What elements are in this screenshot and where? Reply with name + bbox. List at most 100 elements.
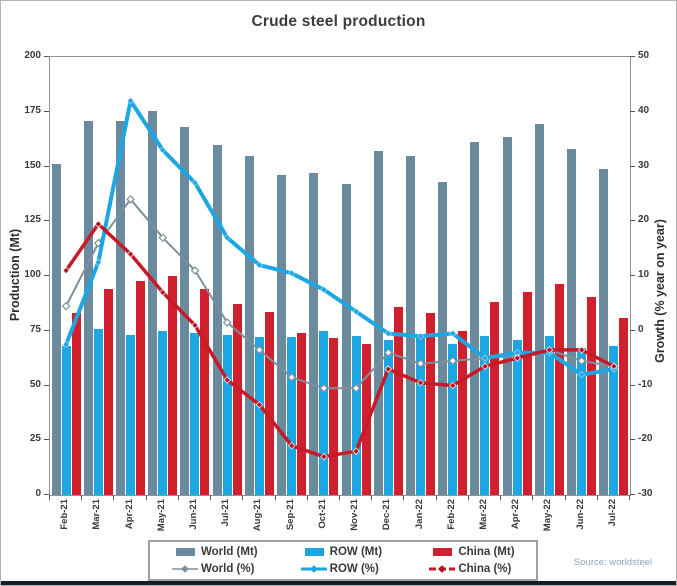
bar-row-mt-jul-22 — [609, 346, 619, 495]
y-right-tick — [630, 439, 635, 440]
bar-group-oct-21 — [308, 57, 340, 495]
legend-bar-swatch-icon — [304, 547, 324, 556]
bottom-strip — [1, 581, 676, 585]
x-tick — [210, 495, 211, 500]
source-note: Source: worldsteel — [573, 557, 653, 568]
x-tick-label-mar-22: Mar-22 — [478, 499, 489, 530]
line-world — [65, 198, 615, 390]
y-left-tick — [44, 220, 49, 221]
y-right-tick — [630, 220, 635, 221]
legend-bar-swatch-icon — [176, 547, 195, 556]
bar-china-mt-mar-22 — [490, 302, 500, 495]
y-right-tick-label: 30 — [638, 160, 650, 171]
x-tick — [565, 495, 566, 500]
bar-row-mt-mar-21 — [93, 328, 103, 495]
bar-group-mar-22 — [469, 57, 501, 495]
bar-world-mt-mar-22 — [470, 142, 480, 495]
x-tick — [49, 495, 50, 500]
bar-row-mt-jun-21 — [190, 332, 200, 495]
y-right-tick — [630, 494, 635, 495]
x-tick — [113, 495, 114, 500]
x-tick — [146, 495, 147, 500]
y-right-tick-label: -20 — [638, 433, 653, 444]
legend-label: China (Mt) — [458, 545, 515, 558]
x-tick-label-apr-22: Apr-22 — [510, 499, 521, 530]
legend-item-row-mt: ROW (Mt) — [279, 546, 408, 558]
bar-china-mt-feb-22 — [458, 330, 468, 495]
y-left-tick-label: 50 — [29, 379, 41, 390]
legend-item-world: World (%) — [150, 563, 279, 575]
bar-group-apr-22 — [501, 57, 533, 495]
bar-china-mt-jul-21 — [232, 304, 242, 495]
bar-china-mt-sep-21 — [297, 332, 307, 495]
bar-china-mt-oct-21 — [329, 338, 339, 495]
legend-item-china: China (%) — [407, 563, 536, 575]
x-tick-label-nov-21: Nov-21 — [349, 499, 360, 531]
x-tick-label-mar-21: Mar-21 — [91, 499, 102, 530]
bar-group-jan-22 — [404, 57, 436, 495]
x-tick — [436, 495, 437, 500]
x-tick — [500, 495, 501, 500]
y-right-tick — [630, 275, 635, 276]
x-tick — [178, 495, 179, 500]
y-right-tick-label: 10 — [638, 269, 650, 280]
legend-label: ROW (%) — [329, 563, 379, 576]
y-left-tick — [44, 56, 49, 57]
bar-world-mt-sep-21 — [277, 175, 287, 495]
bar-china-mt-jan-22 — [426, 313, 436, 495]
bar-world-mt-jul-22 — [599, 168, 609, 495]
markers-row — [62, 97, 618, 379]
legend-item-china-mt: China (Mt) — [407, 546, 536, 558]
x-tick-label-may-22: May-22 — [542, 499, 553, 532]
x-tick — [532, 495, 533, 500]
bar-group-jul-21 — [211, 57, 243, 495]
right-axis-title: Growth (% year on year) — [653, 219, 667, 363]
y-left-tick-label: 200 — [24, 50, 41, 61]
bar-row-mt-apr-22 — [512, 339, 522, 495]
x-tick — [81, 495, 82, 500]
legend-label: China (%) — [458, 563, 512, 576]
legend-label: ROW (Mt) — [329, 545, 383, 558]
bar-row-mt-jun-22 — [577, 348, 587, 495]
bar-row-mt-mar-22 — [480, 336, 490, 495]
bar-world-mt-may-22 — [534, 123, 544, 495]
bar-group-jul-22 — [598, 57, 630, 495]
bar-row-mt-dec-21 — [383, 339, 393, 495]
x-tick-label-oct-21: Oct-21 — [317, 499, 328, 529]
x-tick — [468, 495, 469, 500]
x-tick — [629, 495, 630, 500]
x-tick-label-may-21: May-21 — [156, 499, 167, 532]
x-tick-label-jun-21: Jun-21 — [188, 499, 199, 530]
bar-china-mt-dec-21 — [393, 306, 403, 495]
x-tick-label-aug-21: Aug-21 — [252, 499, 263, 532]
x-tick — [275, 495, 276, 500]
plot-area — [49, 56, 631, 496]
y-right-tick — [630, 56, 635, 57]
bar-row-mt-feb-22 — [448, 343, 458, 495]
y-right-tick — [630, 330, 635, 331]
legend-line-swatch-icon — [172, 565, 198, 574]
x-tick-label-feb-22: Feb-22 — [446, 499, 457, 530]
bar-group-feb-22 — [437, 57, 469, 495]
bar-row-mt-feb-21 — [61, 346, 71, 495]
y-right-tick-label: -10 — [638, 379, 653, 390]
bar-china-mt-may-21 — [168, 276, 178, 495]
bar-world-mt-feb-22 — [438, 181, 448, 495]
bar-world-mt-mar-21 — [83, 120, 93, 495]
bar-group-dec-21 — [372, 57, 404, 495]
x-tick-label-sep-21: Sep-21 — [285, 499, 296, 531]
bar-row-mt-nov-21 — [351, 336, 361, 495]
bar-group-jun-22 — [566, 57, 598, 495]
y-left-tick — [44, 494, 49, 495]
bar-world-mt-jan-22 — [406, 155, 416, 495]
x-tick-label-apr-21: Apr-21 — [124, 499, 135, 530]
bar-world-mt-jun-22 — [567, 148, 577, 495]
y-right-tick — [630, 166, 635, 167]
x-tick-label-dec-21: Dec-21 — [381, 499, 392, 531]
chart-title: Crude steel production — [251, 13, 426, 30]
y-right-tick-label: -30 — [638, 488, 653, 499]
legend-label: World (Mt) — [201, 545, 258, 558]
bar-group-feb-21 — [50, 57, 82, 495]
bar-row-mt-jan-22 — [416, 337, 426, 495]
